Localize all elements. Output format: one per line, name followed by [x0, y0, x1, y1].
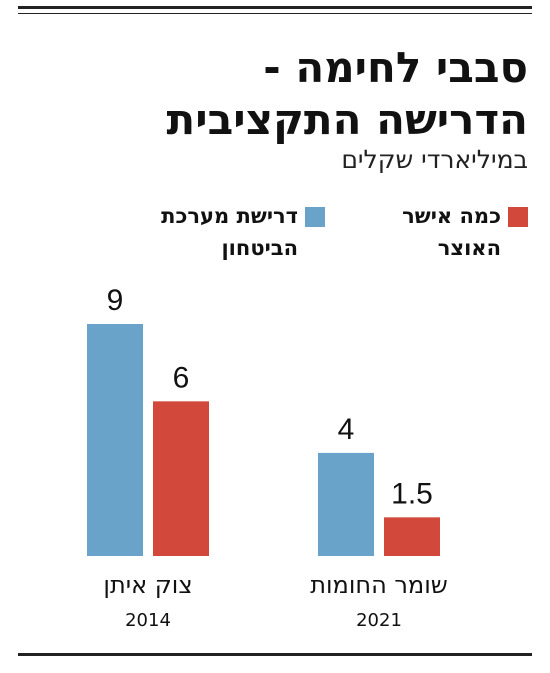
category-label-1: שומר החומות: [310, 571, 448, 599]
top-rule-thin: [18, 13, 532, 14]
category-label-0: צוק איתן: [103, 571, 192, 599]
value-label-demand-0: 9: [107, 284, 124, 317]
category-year-0: 2014: [125, 610, 171, 631]
legend-item-demand: דרישת מערכת הביטחון: [161, 200, 325, 264]
value-label-approved-0: 6: [173, 361, 190, 394]
value-label-approved-1: 1.5: [391, 477, 433, 510]
legend-swatch-demand: [305, 207, 325, 227]
value-label-demand-1: 4: [338, 413, 355, 446]
chart-title: סבבי לחימה - הדרישה התקציבית: [167, 42, 528, 146]
legend-label-approved-line-1: כמה אישר: [402, 204, 501, 228]
chart-subtitle: במיליארדי שקלים: [341, 145, 528, 174]
top-rule-thick: [18, 6, 532, 9]
bar-demand-0: [87, 324, 143, 556]
legend-swatch-approved: [508, 207, 528, 227]
bottom-rule: [18, 653, 532, 656]
chart-title-line-1: סבבי לחימה -: [263, 43, 528, 92]
category-year-1: 2021: [356, 610, 402, 631]
bar-approved-0: [153, 401, 209, 556]
bar-approved-1: [384, 517, 440, 556]
chart-title-line-2: הדרישה התקציבית: [166, 95, 528, 144]
legend-label-approved-line-2: האוצר: [437, 236, 501, 260]
legend-label-demand-line-2: הביטחון: [221, 236, 298, 260]
legend-item-approved: כמה אישר האוצר: [402, 200, 528, 264]
bar-demand-1: [318, 452, 374, 556]
legend-label-demand-line-1: דרישת מערכת: [161, 204, 298, 228]
